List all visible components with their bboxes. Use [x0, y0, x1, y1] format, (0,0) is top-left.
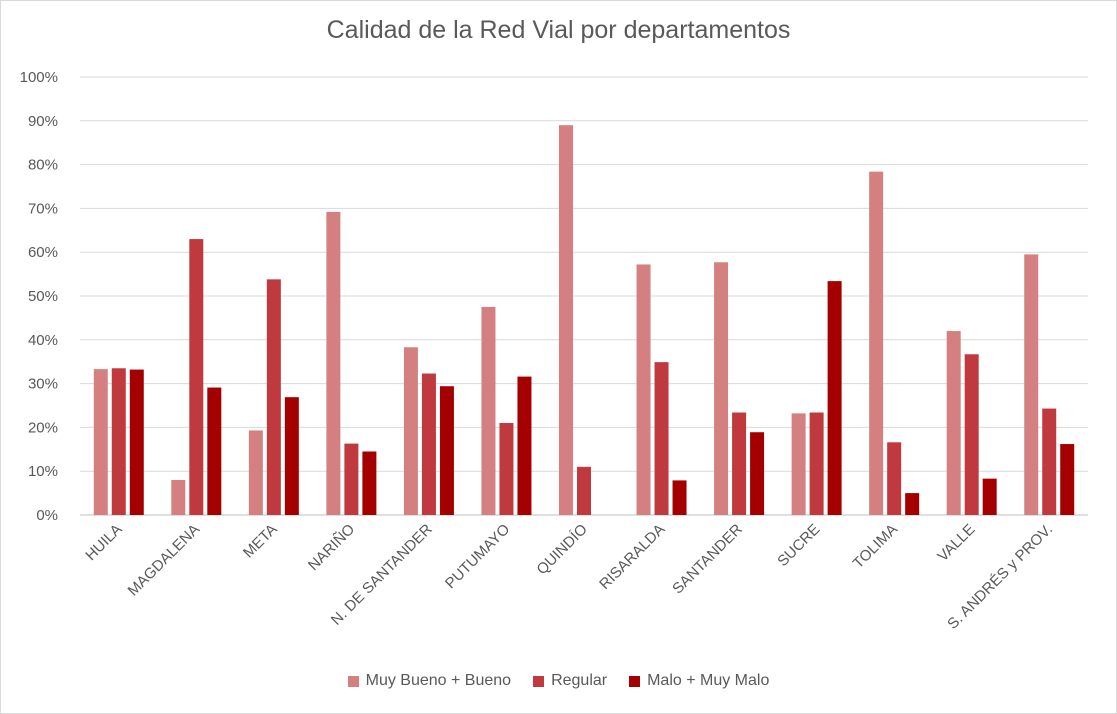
x-tick-label: SUCRE	[774, 521, 823, 570]
x-tick-label: RISARALDA	[596, 521, 668, 593]
bar	[284, 397, 299, 515]
bar	[654, 362, 669, 515]
x-tick-label: VALLE	[934, 521, 978, 565]
y-tick-label: 30%	[28, 376, 58, 393]
y-tick-label: 50%	[28, 288, 58, 305]
x-tick-label: SANTANDER	[669, 521, 746, 598]
x-tick-label: META	[240, 521, 281, 562]
x-tick-label: HUILA	[82, 521, 125, 564]
bar	[93, 369, 108, 515]
bar	[982, 478, 997, 515]
bar	[517, 376, 532, 515]
legend-label: Malo + Muy Malo	[647, 672, 770, 689]
y-tick-label: 0%	[36, 507, 58, 524]
bar	[248, 430, 263, 515]
legend-item-regular: Regular	[533, 672, 607, 690]
bar	[946, 331, 961, 515]
bar	[403, 347, 418, 515]
bar	[964, 354, 979, 515]
y-tick-label: 100%	[20, 69, 58, 86]
bar	[636, 264, 651, 515]
bar	[714, 262, 729, 515]
x-tick-label: QUINDÍO	[533, 521, 590, 578]
legend-item-malo: Malo + Muy Malo	[629, 672, 769, 690]
legend-swatch	[533, 675, 545, 687]
bar	[499, 423, 514, 515]
bar	[171, 479, 186, 515]
x-tick-label: PUTUMAYO	[442, 521, 513, 592]
legend-label: Regular	[551, 672, 608, 689]
bar	[869, 171, 884, 515]
bar	[439, 386, 454, 515]
bar	[111, 368, 126, 515]
y-tick-label: 70%	[28, 200, 58, 217]
bar	[732, 412, 747, 515]
bar	[1060, 444, 1075, 515]
y-tick-label: 20%	[28, 419, 58, 436]
y-tick-label: 90%	[28, 113, 58, 130]
legend-label: Muy Bueno + Bueno	[365, 672, 512, 689]
bar	[577, 466, 591, 515]
bar	[362, 451, 377, 515]
bar	[887, 442, 902, 515]
bar	[129, 369, 144, 515]
bar	[827, 281, 842, 515]
legend-item-muy-bueno: Muy Bueno + Bueno	[347, 672, 512, 690]
bar	[559, 125, 573, 516]
bar	[672, 480, 687, 515]
bar	[1042, 408, 1057, 515]
legend-swatch	[347, 675, 359, 687]
y-tick-label: 80%	[28, 157, 58, 174]
x-tick-label: NARIÑO	[305, 521, 358, 574]
y-tick-label: 10%	[28, 463, 58, 480]
bar	[207, 387, 222, 515]
bar	[326, 211, 341, 516]
y-tick-label: 40%	[28, 332, 58, 349]
bar	[791, 413, 806, 515]
bar	[1024, 254, 1039, 515]
bar	[421, 373, 436, 515]
legend-swatch	[629, 675, 641, 687]
bar	[750, 432, 765, 515]
bar	[344, 443, 359, 515]
x-tick-label: TOLIMA	[850, 521, 901, 572]
x-tick-label: MAGDALENA	[125, 521, 204, 600]
bar	[481, 306, 496, 515]
chart-legend: Muy Bueno + Bueno Regular Malo + Muy Mal…	[0, 672, 1117, 690]
bar	[809, 412, 824, 515]
bar	[189, 239, 204, 515]
bar	[905, 493, 920, 515]
bar	[266, 279, 281, 515]
y-tick-label: 60%	[28, 244, 58, 261]
chart-title: Calidad de la Red Vial por departamentos	[326, 16, 791, 44]
